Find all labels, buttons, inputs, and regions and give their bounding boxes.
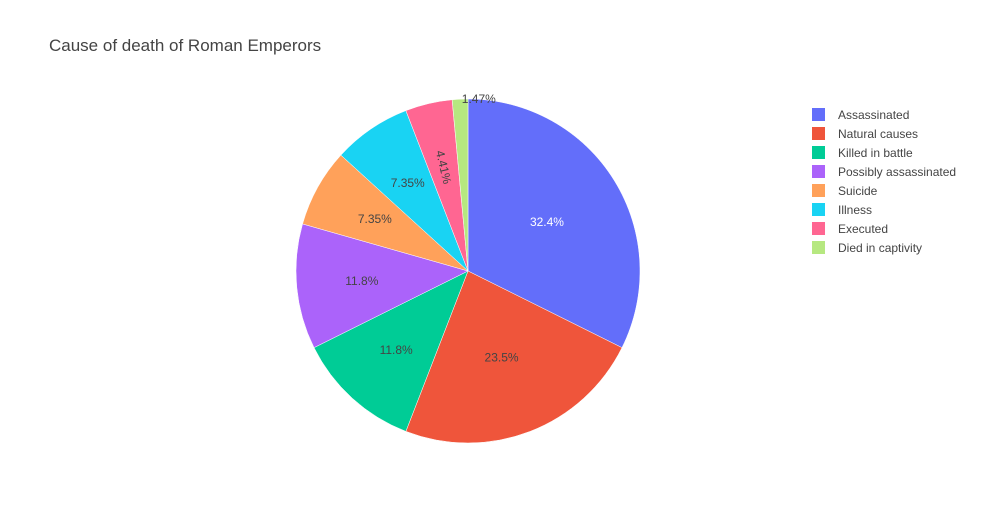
legend-swatch-killed-in-battle: [812, 146, 825, 159]
pie-slice-killed-in-battle[interactable]: [313, 270, 469, 432]
slice-label-assassinated: 32.4%: [530, 215, 564, 229]
legend-label-killed-in-battle: Killed in battle: [838, 146, 913, 160]
slice-label-possibly-assassinated: 11.8%: [345, 274, 378, 288]
legend-item-natural-causes[interactable]: Natural causes: [812, 127, 918, 141]
pie-slice-natural-causes[interactable]: [405, 270, 623, 444]
pie-slice-assassinated[interactable]: [467, 98, 641, 349]
slice-label-natural-causes: 23.5%: [485, 351, 519, 365]
legend-label-executed: Executed: [838, 222, 888, 236]
legend-swatch-illness: [812, 203, 825, 216]
legend: Assassinated Natural causes Killed in batt…: [812, 108, 956, 255]
legend-swatch-died-in-captivity: [812, 241, 825, 254]
chart-title: Cause of death of Roman Emperors: [49, 36, 321, 55]
pie-slice-possibly-assassinated[interactable]: [295, 223, 469, 349]
legend-label-suicide: Suicide: [838, 184, 878, 198]
legend-swatch-natural-causes: [812, 127, 825, 140]
legend-item-killed-in-battle[interactable]: Killed in battle: [812, 146, 913, 160]
pie-slice-labels: 32.4%23.5%11.8%11.8%7.35%7.35% 4.41%1.47%: [345, 92, 564, 364]
legend-label-possibly-assassinated: Possibly assassinated: [838, 165, 956, 179]
pie-slice-died-in-captivity[interactable]: [451, 98, 469, 272]
legend-item-died-in-captivity[interactable]: Died in captivity: [812, 241, 922, 255]
legend-label-died-in-captivity: Died in captivity: [838, 241, 922, 255]
slice-label-illness: 7.35%: [391, 176, 425, 190]
legend-label-assassinated: Assassinated: [838, 108, 909, 122]
legend-item-suicide[interactable]: Suicide: [812, 184, 878, 198]
legend-item-executed[interactable]: Executed: [812, 222, 888, 236]
legend-swatch-executed: [812, 222, 825, 235]
legend-swatch-suicide: [812, 184, 825, 197]
legend-item-assassinated[interactable]: Assassinated: [812, 108, 909, 122]
slice-label-suicide: 7.35%: [358, 212, 392, 226]
legend-swatch-assassinated: [812, 108, 825, 121]
legend-swatch-possibly-assassinated: [812, 165, 825, 178]
legend-label-natural-causes: Natural causes: [838, 127, 918, 141]
slice-label-died-in-captivity: 1.47%: [462, 92, 496, 106]
pie-slices: [295, 98, 641, 444]
slice-label-killed-in-battle: 11.8%: [380, 343, 413, 357]
legend-label-illness: Illness: [838, 203, 872, 217]
legend-item-illness[interactable]: Illness: [812, 203, 872, 217]
legend-item-possibly-assassinated[interactable]: Possibly assassinated: [812, 165, 956, 179]
